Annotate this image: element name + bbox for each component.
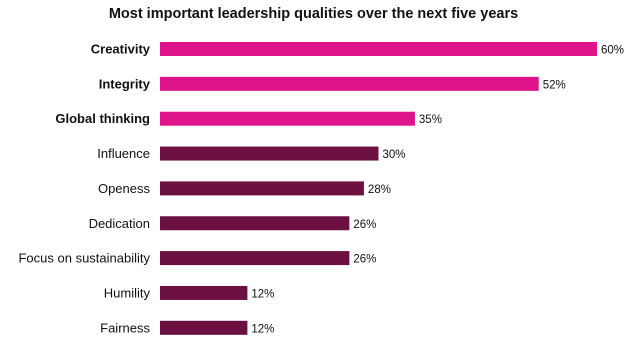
bar	[160, 181, 364, 196]
data-label: 60%	[601, 45, 624, 57]
data-label: 26%	[353, 254, 376, 266]
category-label: Influence	[97, 146, 150, 161]
category-label: Humility	[104, 285, 151, 300]
data-label: 30%	[383, 149, 406, 161]
category-label: Integrity	[99, 76, 151, 91]
chart-title: Most important leadership qualities over…	[108, 6, 519, 22]
bar	[160, 216, 350, 231]
category-label: Global thinking	[55, 111, 150, 126]
category-label: Fairness	[100, 320, 150, 335]
data-label: 35%	[419, 114, 442, 126]
data-label: 12%	[251, 323, 274, 335]
category-label: Openess	[98, 181, 151, 196]
bar	[160, 76, 539, 91]
bar	[160, 42, 597, 56]
data-label: 52%	[543, 79, 566, 91]
bar	[160, 111, 415, 126]
bar	[160, 320, 248, 335]
bar	[160, 285, 248, 300]
category-label: Focus on sustainability	[18, 251, 150, 266]
data-label: 28%	[368, 184, 391, 196]
data-label: 26%	[353, 219, 376, 231]
data-label: 12%	[251, 288, 274, 300]
bar	[160, 251, 350, 266]
category-label: Creativity	[91, 42, 151, 57]
bar	[160, 146, 379, 161]
category-label: Dedication	[89, 216, 150, 231]
